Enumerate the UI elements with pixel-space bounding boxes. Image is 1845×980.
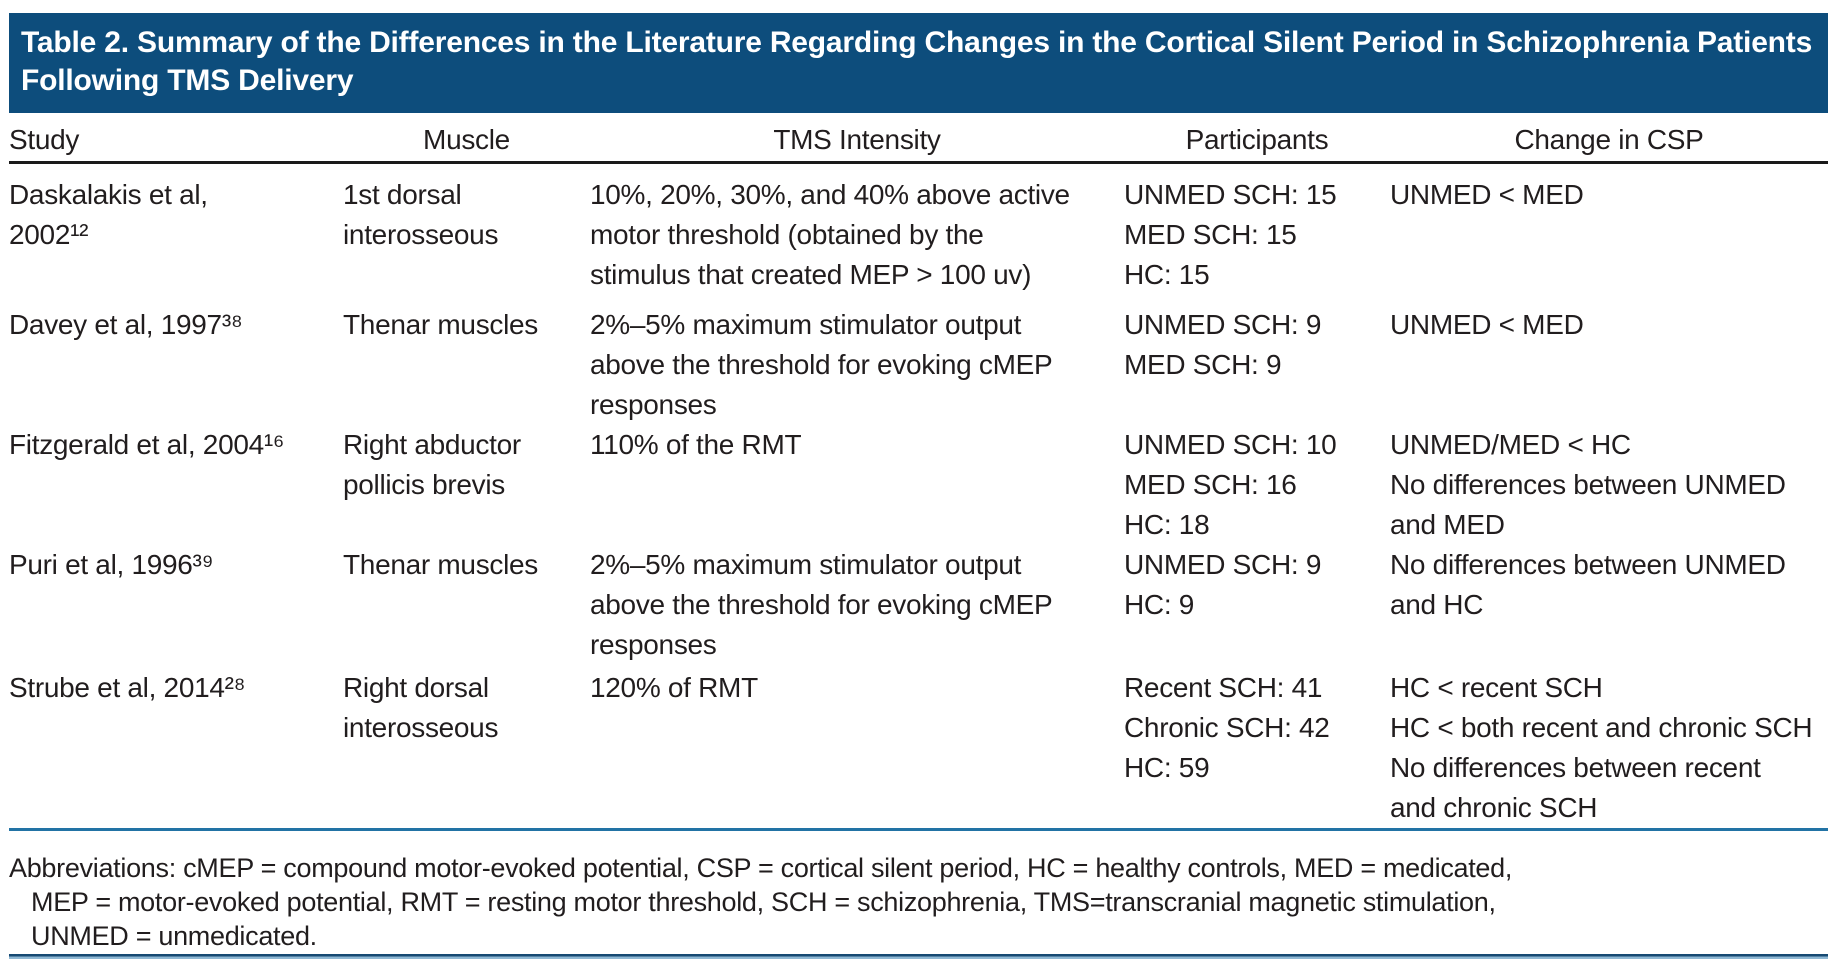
cell-tms-intensity: 110% of the RMT (590, 429, 802, 460)
column-header-muscle: Muscle (423, 124, 510, 155)
cell-muscle: Right abductor pollicis brevis (343, 429, 521, 500)
cell-study: Fitzgerald et al, 2004¹⁶ (9, 429, 285, 460)
column-header-study: Study (9, 124, 80, 155)
bottom-rule (9, 954, 1828, 959)
cell-study: Strube et al, 2014²⁸ (9, 672, 246, 703)
table-row: Puri et al, 1996³⁹ Thenar muscles 2%–5% … (9, 545, 1828, 665)
cell-participants: Recent SCH: 41 Chronic SCH: 42 HC: 59 (1124, 672, 1330, 783)
cell-participants: UNMED SCH: 9 HC: 9 (1124, 549, 1322, 620)
cell-change-in-csp: UNMED < MED (1390, 179, 1584, 210)
column-header-change-in-csp: Change in CSP (1514, 124, 1704, 155)
cell-study: Daskalakis et al, 2002¹² (9, 179, 208, 250)
cell-muscle: 1st dorsal interosseous (343, 179, 499, 250)
table-row: Fitzgerald et al, 2004¹⁶ Right abductor p… (9, 425, 1828, 545)
cell-change-in-csp: UNMED < MED (1390, 309, 1584, 340)
table-header-row: Study Muscle TMS Intensity Participants … (9, 126, 1828, 164)
table-row: Strube et al, 2014²⁸ Right dorsal interos… (9, 668, 1828, 828)
cell-change-in-csp: HC < recent SCH HC < both recent and chro… (1390, 672, 1813, 823)
cell-change-in-csp: UNMED/MED < HC No differences between UNM… (1390, 429, 1786, 540)
cell-tms-intensity: 120% of RMT (590, 672, 758, 703)
cell-participants: UNMED SCH: 15 MED SCH: 15 HC: 15 (1124, 179, 1337, 290)
cell-muscle: Thenar muscles (343, 549, 538, 580)
cell-muscle: Thenar muscles (343, 309, 538, 340)
cell-muscle: Right dorsal interosseous (343, 672, 499, 743)
table-row: Davey et al, 1997³⁸ Thenar muscles 2%–5%… (9, 305, 1828, 425)
table-title: Table 2. Summary of the Differences in t… (21, 26, 1813, 97)
table-row: Daskalakis et al, 2002¹² 1st dorsal intero… (9, 175, 1828, 295)
cell-study: Davey et al, 1997³⁸ (9, 309, 243, 340)
table-body: Daskalakis et al, 2002¹² 1st dorsal intero… (9, 164, 1828, 831)
cell-study: Puri et al, 1996³⁹ (9, 549, 214, 580)
cell-tms-intensity: 2%–5% maximum stimulator output above the… (590, 549, 1053, 660)
table-title-bar: Table 2. Summary of the Differences in t… (9, 13, 1828, 113)
cell-participants: UNMED SCH: 10 MED SCH: 16 HC: 18 (1124, 429, 1337, 540)
cell-change-in-csp: No differences between UNMED and HC (1390, 549, 1786, 620)
abbreviations-note: Abbreviations: cMEP = compound motor-evo… (9, 853, 1513, 951)
column-header-participants: Participants (1185, 124, 1329, 155)
table-container: Table 2. Summary of the Differences in t… (9, 13, 1828, 959)
column-header-tms-intensity: TMS Intensity (773, 124, 941, 155)
cell-tms-intensity: 10%, 20%, 30%, and 40% above active motor… (590, 179, 1070, 290)
cell-tms-intensity: 2%–5% maximum stimulator output above the… (590, 309, 1053, 420)
cell-participants: UNMED SCH: 9 MED SCH: 9 (1124, 309, 1322, 380)
